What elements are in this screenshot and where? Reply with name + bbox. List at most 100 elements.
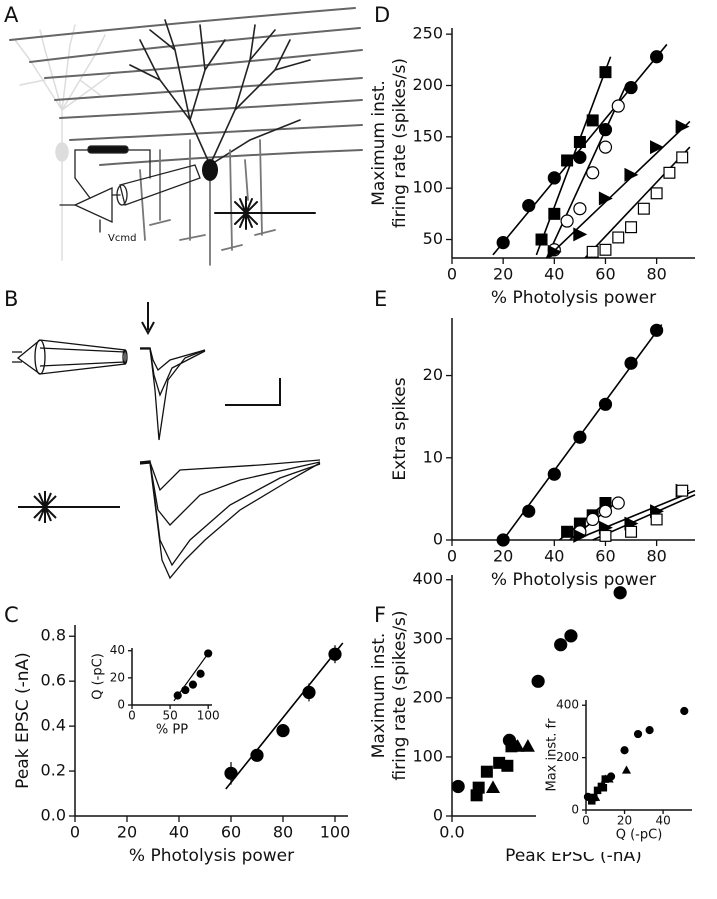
y-tick-label: 100 bbox=[412, 178, 443, 197]
point bbox=[510, 739, 525, 752]
y-tick-label: 0 bbox=[117, 698, 125, 712]
point bbox=[645, 726, 654, 735]
point bbox=[586, 166, 600, 180]
x-tick-label: 20 bbox=[117, 823, 137, 842]
neuron-diagram bbox=[9, 7, 363, 266]
panel-label: F bbox=[374, 603, 386, 627]
y-axis-label: firing rate (spikes/s) bbox=[390, 58, 410, 228]
y-tick-label: 0.2 bbox=[41, 761, 66, 780]
point bbox=[675, 119, 690, 134]
point bbox=[188, 680, 198, 689]
x-tick-label: 40 bbox=[544, 547, 564, 566]
x-tick-label: 60 bbox=[595, 265, 615, 284]
x-tick-label: 40 bbox=[544, 265, 564, 284]
point bbox=[480, 765, 493, 778]
x-axis-label: % Photolysis power bbox=[491, 288, 656, 308]
point bbox=[573, 150, 587, 164]
x-axis-label: % PP bbox=[156, 723, 188, 738]
point bbox=[611, 496, 625, 510]
point bbox=[663, 166, 676, 179]
y-axis-label: Maximum inst. bbox=[369, 633, 389, 759]
panel-label: C bbox=[4, 603, 19, 627]
point bbox=[573, 227, 588, 242]
inset-background bbox=[536, 692, 700, 852]
point bbox=[496, 235, 510, 250]
point bbox=[547, 244, 562, 259]
fit-line bbox=[492, 43, 668, 256]
x-tick-label: 100 bbox=[320, 823, 351, 842]
point bbox=[625, 221, 638, 234]
y-tick-label: 200 bbox=[556, 750, 579, 764]
point bbox=[573, 528, 588, 543]
fit-line bbox=[574, 489, 696, 541]
y-tick-label: 400 bbox=[556, 698, 579, 712]
point bbox=[573, 202, 587, 216]
y-tick-label: 200 bbox=[412, 75, 443, 94]
y-tick-label: 100 bbox=[412, 746, 443, 765]
y-axis-label: firing rate (spikes/s) bbox=[390, 610, 410, 780]
y-tick-label: 250 bbox=[412, 24, 443, 43]
point bbox=[624, 356, 638, 370]
x-tick-label: 0.0 bbox=[439, 823, 464, 842]
point bbox=[501, 759, 514, 772]
x-tick-label: 50 bbox=[162, 709, 177, 723]
point bbox=[650, 50, 664, 64]
x-tick-label: 40 bbox=[169, 823, 189, 842]
point bbox=[599, 529, 612, 542]
point bbox=[625, 525, 638, 538]
y-tick-label: 400 bbox=[412, 569, 443, 588]
point bbox=[535, 233, 548, 246]
point bbox=[522, 504, 536, 518]
point bbox=[624, 167, 639, 182]
x-axis-label: % Photolysis power bbox=[491, 570, 656, 590]
point bbox=[650, 513, 663, 526]
point bbox=[604, 774, 614, 783]
amplifier-label: Vcmd bbox=[108, 233, 136, 244]
x-tick-label: 0 bbox=[447, 547, 457, 566]
x-tick-label: 60 bbox=[221, 823, 241, 842]
point bbox=[472, 781, 485, 794]
point bbox=[520, 739, 535, 752]
panel-label: A bbox=[4, 3, 19, 27]
y-axis-label: Q (-pC) bbox=[91, 653, 106, 700]
point bbox=[548, 207, 561, 220]
point bbox=[624, 80, 638, 95]
point bbox=[650, 323, 664, 337]
y-axis-label: Extra spikes bbox=[390, 377, 410, 480]
panel-label: B bbox=[4, 287, 18, 311]
y-tick-label: 20 bbox=[423, 365, 443, 384]
y-axis-label: Maximum inst. bbox=[369, 80, 389, 206]
point bbox=[586, 512, 600, 527]
point bbox=[611, 99, 625, 113]
point bbox=[531, 674, 545, 688]
y-tick-label: 200 bbox=[412, 687, 443, 706]
point bbox=[451, 779, 465, 794]
y-tick-label: 0.0 bbox=[41, 806, 66, 825]
point bbox=[485, 780, 501, 794]
point bbox=[599, 783, 608, 792]
y-tick-label: 150 bbox=[412, 126, 443, 145]
point bbox=[612, 231, 625, 244]
point bbox=[276, 724, 290, 738]
y-axis-label: Max inst. fr bbox=[545, 718, 560, 792]
point bbox=[173, 691, 182, 700]
point bbox=[591, 792, 601, 801]
point bbox=[598, 191, 613, 206]
x-tick-label: 20 bbox=[617, 814, 632, 828]
x-tick-label: 80 bbox=[646, 547, 666, 566]
panel-label: D bbox=[374, 3, 390, 27]
point bbox=[598, 397, 613, 411]
point bbox=[621, 765, 631, 774]
x-tick-label: 0 bbox=[447, 265, 457, 284]
inset-background bbox=[82, 640, 220, 747]
y-tick-label: 0.6 bbox=[41, 671, 66, 690]
point bbox=[196, 669, 205, 678]
fit-line bbox=[225, 642, 344, 790]
y-axis-label: Peak EPSC (-nA) bbox=[13, 652, 33, 789]
point bbox=[496, 533, 510, 547]
point bbox=[680, 706, 689, 716]
y-tick-label: 0 bbox=[433, 806, 443, 825]
point bbox=[599, 66, 612, 79]
y-tick-label: 40 bbox=[110, 643, 125, 657]
point bbox=[633, 729, 643, 739]
